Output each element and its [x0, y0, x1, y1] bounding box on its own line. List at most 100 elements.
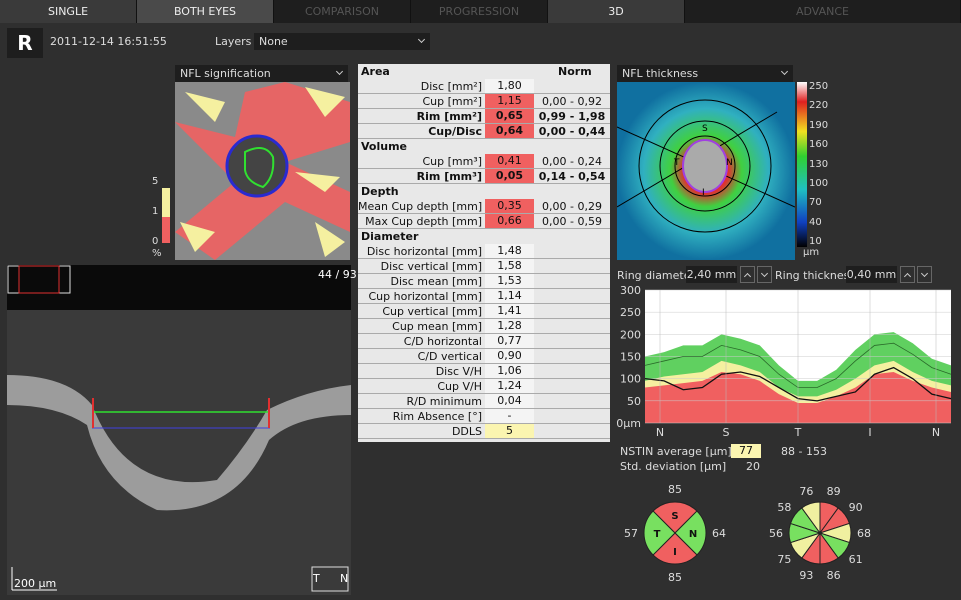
colorbar-unit: µm — [803, 247, 820, 258]
row-norm: 0,00 - 0,24 — [542, 155, 602, 168]
sector-value: 89 — [827, 485, 841, 498]
row-label: Cup mean [mm] — [392, 320, 482, 333]
row-label: Max Cup depth [mm] — [365, 215, 482, 228]
colorbar-label: 10 — [809, 236, 822, 247]
x-tick-label: N — [932, 426, 940, 439]
row-line — [358, 438, 610, 439]
row-label: Disc V/H — [435, 365, 482, 378]
dir-left: T — [313, 572, 320, 585]
legend-label: % — [152, 248, 162, 259]
layers-label: Layers — [215, 35, 252, 48]
date: 2011-12-14 16:51:55 — [50, 35, 167, 48]
signification-dropdown[interactable]: NFL signification — [175, 65, 348, 82]
row-label: Disc horizontal [mm] — [366, 245, 482, 258]
tab[interactable]: PROGRESSION — [411, 0, 548, 23]
sector-value: 90 — [849, 501, 863, 514]
row-line — [358, 348, 610, 349]
row-line — [358, 333, 610, 334]
x-tick-label: I — [868, 426, 871, 439]
sector — [643, 510, 676, 556]
row-line — [358, 288, 610, 289]
sector-value: 61 — [849, 553, 863, 566]
sector-value: 86 — [827, 569, 841, 582]
sector — [801, 501, 821, 535]
row-norm: 0,00 - 0,44 — [538, 125, 606, 138]
row-label: Mean Cup depth [mm] — [358, 200, 483, 213]
legend-label: 0 — [152, 236, 159, 247]
colorbar-label: 130 — [809, 158, 829, 170]
row-label: Disc vertical [mm] — [380, 260, 482, 273]
row-line — [358, 378, 610, 379]
row-line — [358, 183, 610, 184]
row-label: Cup/Disc — [428, 125, 482, 138]
sector-value: 64 — [712, 527, 726, 540]
sector-value: 85 — [668, 571, 682, 584]
y-tick-label: 0µm — [616, 417, 641, 430]
row-line — [358, 228, 610, 229]
sector-value: 68 — [857, 527, 871, 540]
tab[interactable]: BOTH EYES — [137, 0, 274, 23]
layers-dropdown[interactable]: None — [254, 33, 430, 50]
sector-value: 58 — [777, 501, 791, 514]
row-line — [358, 108, 610, 109]
row-norm: 0,00 - 0,59 — [542, 215, 602, 228]
fundus-image — [175, 82, 350, 260]
sector — [652, 501, 698, 534]
tab[interactable]: ADVANCE — [685, 0, 961, 23]
row-value: 1,06 — [485, 364, 534, 378]
spin-button[interactable] — [917, 266, 932, 283]
dir-right: N — [340, 572, 349, 585]
row-norm: 0,00 - 0,92 — [542, 95, 602, 108]
x-tick-label: N — [656, 426, 664, 439]
tab[interactable]: COMPARISON — [274, 0, 411, 23]
row-label: Cup [mm²] — [422, 95, 482, 108]
map-label: S — [702, 124, 708, 134]
row-value: 0,90 — [485, 349, 534, 363]
spin-button[interactable] — [757, 266, 772, 283]
legend-yellow — [162, 188, 170, 217]
tab[interactable]: SINGLE — [0, 0, 137, 23]
legend-red — [162, 217, 170, 243]
map-label: N — [726, 158, 733, 168]
colorbar-label: 40 — [809, 216, 822, 228]
row-line — [358, 258, 610, 259]
spin-button[interactable] — [900, 266, 915, 283]
colorbar-label: 190 — [809, 119, 829, 131]
x-tick-label: T — [794, 426, 802, 439]
row-label: Cup [mm³] — [422, 155, 482, 168]
sector — [652, 532, 698, 565]
thickness-dropdown[interactable]: NFL thickness — [617, 65, 793, 82]
y-tick-label: 150 — [620, 351, 641, 364]
tab[interactable]: 3D — [548, 0, 685, 23]
ring-input[interactable]: 2,40 mm — [686, 266, 737, 283]
row-line — [358, 168, 610, 169]
row-label: C/D vertical — [417, 350, 482, 363]
y-tick-label: 300 — [620, 285, 641, 297]
sector-label: N — [689, 529, 697, 540]
row-label: Cup V/H — [437, 380, 482, 393]
sector — [674, 510, 707, 556]
row-label: C/D horizontal — [403, 335, 482, 348]
sector-label: S — [671, 511, 678, 522]
bscan-counter: 44 / 93 — [318, 268, 357, 281]
row-value: 1,41 — [485, 304, 534, 318]
ring-input[interactable]: 0,40 mm — [846, 266, 897, 283]
sector-label: T — [654, 529, 661, 540]
row-value: 0,65 — [485, 109, 534, 123]
colorbar-label: 100 — [809, 177, 829, 189]
clock-chart: 89 90 68 61 86 93 75 56 58 76 — [769, 485, 871, 582]
row-value: 0,04 — [485, 394, 534, 408]
nstin-norm: 88 - 153 — [781, 445, 827, 458]
band-limit — [645, 372, 951, 423]
sector-value: 56 — [769, 527, 783, 540]
row-value: 0,35 — [485, 199, 534, 213]
row-label: Disc [mm²] — [420, 80, 482, 93]
sector-label: I — [673, 547, 677, 558]
row-value: 0,77 — [485, 334, 534, 348]
spin-button[interactable] — [740, 266, 755, 283]
row-value: 5 — [485, 424, 534, 438]
ring-diameter-label: Ring diameter — [617, 269, 696, 282]
row-line — [358, 93, 610, 94]
profile-chart: 300 250 200 150 100 50 0µm N S T I N — [616, 285, 952, 439]
std-label: Std. deviation [µm] — [620, 460, 727, 473]
